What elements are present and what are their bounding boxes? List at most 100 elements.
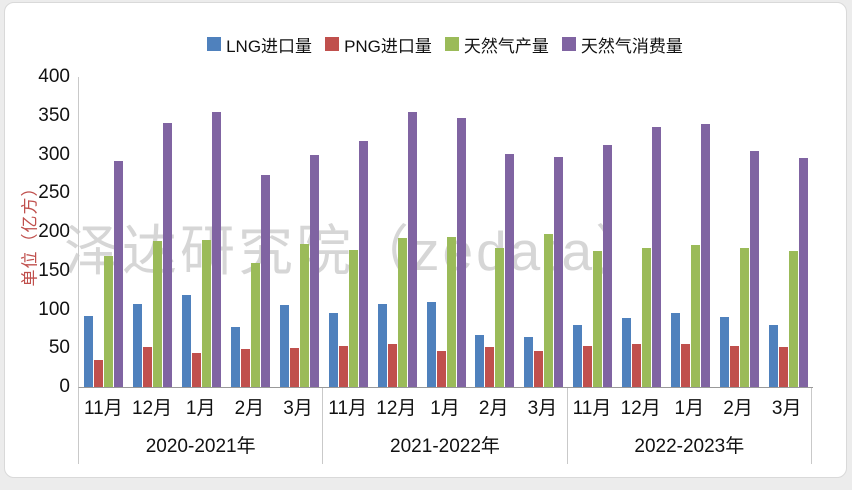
bar	[309, 154, 319, 387]
plot-cell	[373, 77, 422, 387]
legend-swatch-icon	[207, 37, 222, 51]
y-tick-label: 0	[59, 376, 70, 397]
plot-cell	[617, 77, 666, 387]
legend-label: LNG进口量	[226, 36, 313, 56]
plot-cell	[568, 77, 617, 387]
bar	[750, 150, 760, 387]
axis-year-label: 2020-2021年	[145, 435, 256, 457]
bar	[397, 238, 407, 387]
axis-group-1: 11月 12月 1月 2月 3月 2021-2022年	[323, 388, 568, 464]
bar	[377, 304, 387, 387]
bar	[603, 145, 613, 387]
bar	[250, 263, 260, 387]
bar	[446, 237, 456, 387]
plot-cell	[324, 77, 373, 387]
plot-group-2	[568, 77, 813, 387]
bar	[299, 244, 309, 387]
bar	[152, 241, 162, 387]
axis-month-label: 3月	[771, 397, 802, 419]
bar	[230, 327, 240, 387]
axis-year-label: 2022-2023年	[634, 435, 745, 457]
bar	[358, 140, 368, 387]
axis-month-label: 2月	[234, 397, 265, 419]
bar	[201, 239, 211, 387]
legend-item-2: 天然气产量	[444, 32, 549, 57]
axis-month-label: 11月	[572, 397, 612, 419]
bar	[799, 158, 809, 387]
bar	[554, 156, 564, 387]
bar	[593, 250, 603, 387]
plot-cell	[764, 77, 813, 387]
bar	[691, 245, 701, 387]
bar	[544, 234, 554, 387]
bar	[103, 256, 113, 387]
axis-month-label: 2月	[478, 397, 509, 419]
plot-cell	[177, 77, 226, 387]
axis-month-label: 3月	[283, 397, 313, 419]
axis-month-label: 2月	[723, 397, 753, 419]
y-tick-label: 250	[38, 182, 70, 204]
bar	[162, 122, 172, 387]
bar	[211, 111, 221, 387]
bar	[348, 249, 358, 387]
axis-month-row: 11月 12月 1月 2月 3月	[568, 388, 811, 424]
plot-cell	[519, 77, 568, 387]
axis-month-label: 1月	[674, 397, 705, 419]
bar	[83, 315, 93, 387]
plot-cell	[128, 77, 177, 387]
y-tick-label: 50	[48, 337, 70, 359]
axis-year-label: 2021-2022年	[390, 435, 500, 457]
bar	[181, 294, 191, 387]
bar	[475, 335, 485, 387]
plot-cell	[226, 77, 275, 387]
legend-label: PNG进口量	[344, 36, 432, 56]
bar	[328, 312, 338, 387]
legend-swatch-icon	[561, 37, 576, 51]
bar	[289, 348, 299, 387]
bar	[573, 325, 583, 387]
plot-cell	[470, 77, 519, 387]
bar	[740, 247, 750, 387]
legend-item-0: LNG进口量	[207, 32, 312, 57]
plot-area	[78, 77, 813, 388]
bar	[632, 343, 642, 387]
bar	[505, 153, 515, 387]
axis-group-0: 11月 12月 1月 2月 3月 2020-2021年	[78, 388, 324, 464]
plot-cell	[275, 77, 324, 387]
bar	[652, 127, 662, 387]
y-tick-label: 200	[38, 221, 70, 242]
bar	[622, 318, 632, 387]
bar	[426, 301, 436, 387]
plot-group-1	[324, 77, 569, 387]
y-tick-label: 100	[38, 298, 70, 320]
legend-swatch-icon	[444, 37, 459, 51]
plot-cell	[715, 77, 764, 387]
legend-swatch-icon	[325, 37, 340, 51]
bar	[407, 111, 417, 387]
bar	[583, 345, 593, 387]
bar	[279, 304, 289, 387]
y-tick-label: 350	[38, 104, 70, 126]
y-tick-label: 400	[38, 66, 70, 87]
axis-month-row: 11月 12月 1月 2月 3月	[323, 388, 566, 424]
bar	[93, 359, 103, 387]
plot-group-0	[79, 77, 324, 387]
bar	[191, 352, 201, 387]
bar	[485, 346, 495, 387]
bar	[260, 175, 270, 387]
axis-month-label: 12月	[376, 397, 417, 419]
legend-item-3: 天然气消费量	[561, 32, 683, 57]
bar	[720, 317, 730, 387]
bar	[681, 344, 691, 387]
bar	[456, 118, 466, 387]
legend-label: 天然气消费量	[580, 36, 683, 56]
y-tick-label: 300	[38, 143, 70, 165]
bar	[769, 325, 779, 387]
plot-cell	[666, 77, 715, 387]
bar	[436, 350, 446, 387]
legend-label: 天然气产量	[463, 36, 549, 56]
bar	[495, 247, 505, 387]
axis-group-2: 11月 12月 1月 2月 3月 2022-2023年	[568, 388, 812, 464]
bar	[132, 304, 142, 387]
